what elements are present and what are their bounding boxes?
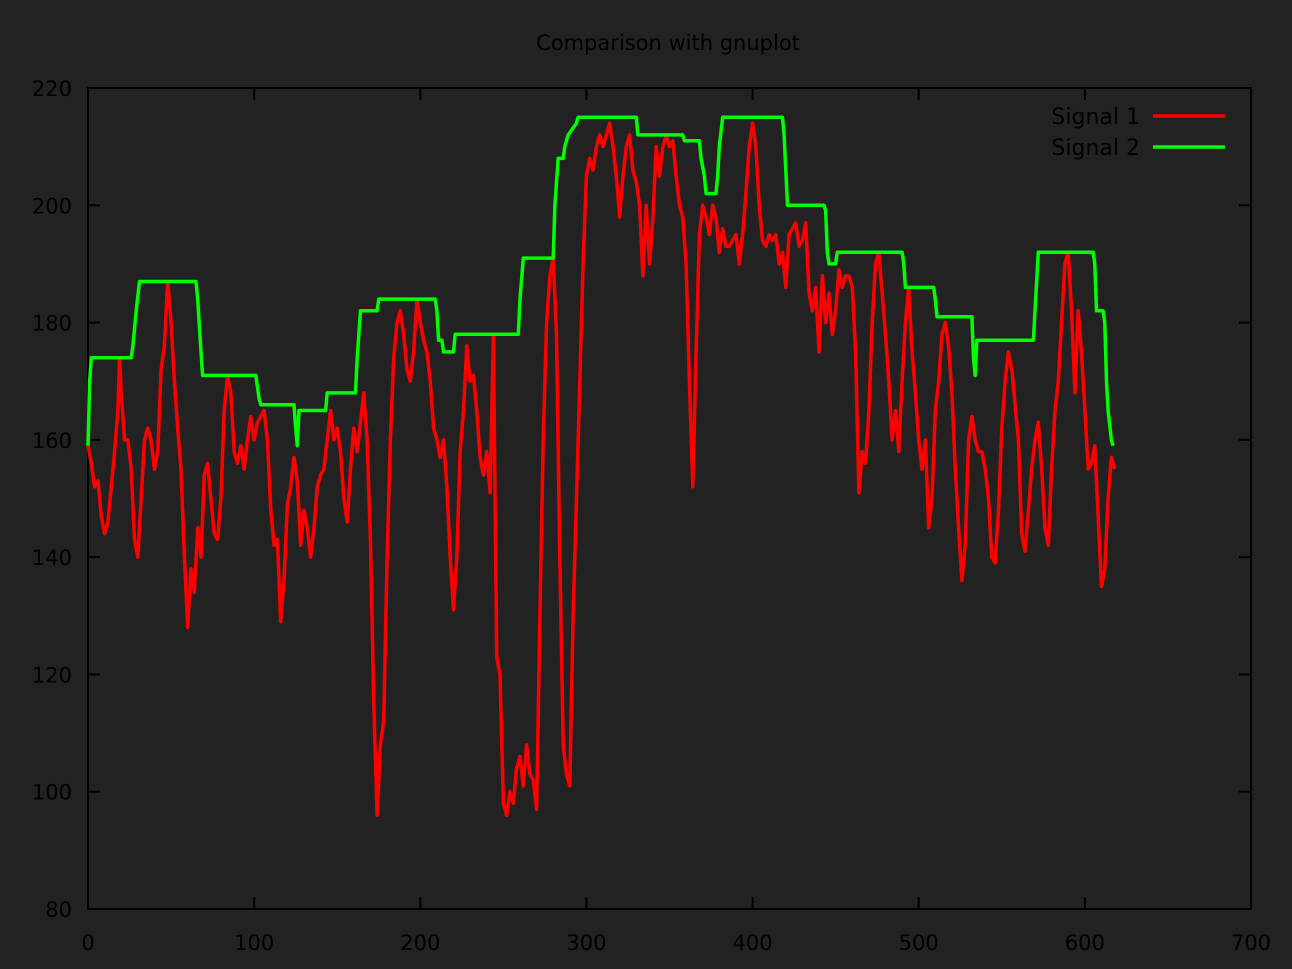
x-tick-label: 300	[566, 931, 606, 955]
y-tick-label: 200	[32, 194, 72, 218]
y-tick-label: 180	[32, 312, 72, 336]
y-axis-ticks	[88, 87, 1251, 910]
y-axis-labels: 80 100 120 140 160 180 200 220	[32, 77, 72, 922]
legend: Signal 1 Signal 2	[1051, 105, 1225, 161]
x-tick-label: 600	[1065, 931, 1105, 955]
x-tick-label: 100	[234, 931, 274, 955]
legend-label-signal-1: Signal 1	[1051, 105, 1140, 130]
y-tick-label: 220	[32, 77, 72, 101]
x-tick-label: 700	[1231, 931, 1271, 955]
x-tick-label: 500	[899, 931, 939, 955]
x-tick-label: 0	[81, 931, 94, 955]
series-line-2	[86, 115, 1115, 448]
y-tick-label: 80	[45, 898, 72, 922]
series-line-1	[86, 121, 1117, 817]
legend-label-signal-2: Signal 2	[1051, 136, 1140, 161]
x-tick-label: 200	[400, 931, 440, 955]
x-tick-label: 400	[733, 931, 773, 955]
y-tick-label: 140	[32, 546, 72, 570]
y-tick-label: 160	[32, 429, 72, 453]
series-lines	[86, 115, 1117, 817]
plot-frame	[87, 87, 1252, 910]
x-axis-labels: 0 100 200 300 400 500 600 700	[81, 931, 1271, 955]
x-axis-ticks	[87, 88, 1252, 909]
y-tick-label: 100	[32, 781, 72, 805]
chart-title: Comparison with gnuplot	[536, 31, 800, 55]
y-tick-label: 120	[32, 663, 72, 687]
